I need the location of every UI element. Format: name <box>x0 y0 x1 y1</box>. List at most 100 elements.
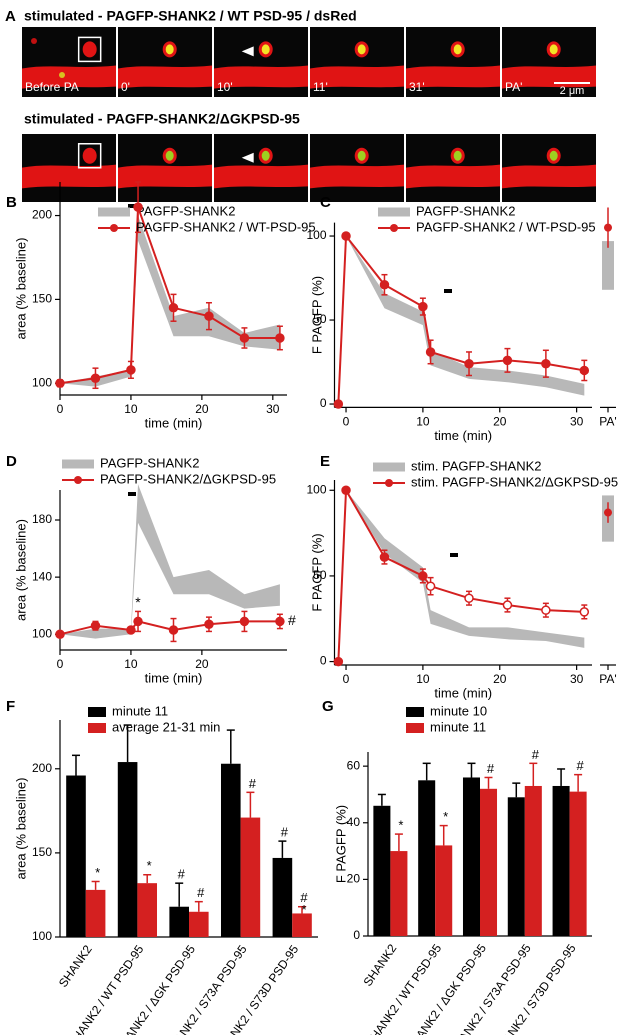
panel-label: G <box>322 698 334 715</box>
point-annotation: # <box>288 612 296 628</box>
roi-box <box>77 36 102 63</box>
data-point <box>133 202 143 212</box>
legend-label: PAGFP-SHANK2 <box>100 455 199 470</box>
x-axis-label: time (min) <box>145 415 203 430</box>
pa-point <box>604 508 612 517</box>
spine-signal <box>453 150 462 161</box>
y-tick-label: 140 <box>32 569 52 583</box>
spine-signal <box>549 44 558 55</box>
x-axis-label: time (min) <box>145 670 203 685</box>
frame-gap <box>116 27 118 97</box>
y-tick-label: 100 <box>32 929 52 943</box>
spine-signal <box>357 150 366 161</box>
bar-annotation: * <box>398 818 403 833</box>
x-tick-label: 0 <box>343 672 350 686</box>
data-point <box>55 378 65 389</box>
panel-label: A <box>5 8 16 25</box>
x-tick-label: 10 <box>416 415 430 429</box>
dendrite <box>214 65 308 89</box>
y-tick-label: 0 <box>320 396 327 410</box>
frame-label: 0' <box>121 80 130 94</box>
data-point <box>425 347 436 357</box>
bar <box>524 785 542 936</box>
dendrite <box>214 164 308 189</box>
data-point <box>239 333 250 343</box>
bar-annotation: # <box>576 758 584 773</box>
row-title: stimulated - PAGFP-SHANK2/ΔGKPSD-95 <box>24 111 300 127</box>
x-axis-label: time (min) <box>434 428 492 443</box>
puncta <box>59 72 65 78</box>
legend-label: PAGFP-SHANK2 / WT-PSD-95 <box>136 219 316 234</box>
bar <box>507 797 525 936</box>
band <box>338 490 585 662</box>
bar <box>390 851 408 936</box>
data-point <box>204 619 214 630</box>
frame-gap <box>212 134 214 202</box>
pa-point <box>604 223 612 232</box>
bar <box>462 777 480 936</box>
x-tick-label: 30 <box>266 402 280 416</box>
significance-bar <box>450 553 458 557</box>
x-tick-label: 0 <box>57 402 64 416</box>
bar <box>569 791 587 936</box>
frame-gap <box>308 134 310 202</box>
y-tick-label: 100 <box>32 375 52 389</box>
data-point <box>541 358 551 369</box>
data-point <box>579 607 590 617</box>
legend-marker <box>390 224 398 232</box>
bar-annotation: # <box>281 825 289 840</box>
dendrite <box>406 65 500 89</box>
data-point <box>126 625 136 635</box>
dendrite <box>118 164 212 189</box>
bar <box>240 817 261 937</box>
dendrite <box>310 164 404 189</box>
bar <box>137 883 158 937</box>
x-tick-label: 20 <box>195 402 209 416</box>
legend-label: average 21-31 min <box>112 719 220 734</box>
bar <box>220 763 241 937</box>
y-tick-label: 100 <box>306 482 326 496</box>
x-tick-label: 10 <box>416 672 430 686</box>
dendrite <box>502 164 596 189</box>
pa-band <box>602 241 614 290</box>
y-tick-label: 100 <box>32 626 52 640</box>
bar <box>66 775 86 937</box>
legend-label: PAGFP-SHANK2 <box>416 203 515 218</box>
bar <box>85 889 106 937</box>
y-tick-label: 150 <box>32 845 52 859</box>
x-axis-label: time (min) <box>434 685 492 700</box>
data-point <box>126 365 136 375</box>
data-point <box>418 301 428 312</box>
legend-marker <box>385 479 393 487</box>
data-point <box>90 373 101 383</box>
legend-label: minute 10 <box>430 703 487 718</box>
frame-gap <box>212 27 214 97</box>
band <box>338 236 585 405</box>
bar-annotation: # <box>249 776 257 791</box>
legend-label: PAGFP-SHANK2 / WT-PSD-95 <box>416 219 596 234</box>
x-tick-label: 20 <box>493 672 507 686</box>
point-annotation: * <box>135 594 141 610</box>
spine <box>82 41 97 58</box>
y-tick-label: 50 <box>313 568 327 582</box>
bar <box>272 857 293 937</box>
data-point <box>90 620 101 631</box>
spine-signal <box>357 44 366 55</box>
x-tick-label: 20 <box>195 657 209 671</box>
data-point <box>425 581 436 591</box>
legend-swatch <box>88 723 106 733</box>
legend-swatch <box>406 707 424 717</box>
bar-annotation: # <box>178 867 186 882</box>
spine-signal <box>453 44 462 55</box>
data-point <box>204 311 214 321</box>
bar-annotation: * <box>443 809 448 824</box>
band <box>60 484 280 639</box>
data-point <box>275 333 285 343</box>
bar <box>435 845 453 936</box>
bar-annotation: # <box>300 890 308 905</box>
spine-signal <box>261 150 270 161</box>
panel-label: F <box>6 698 15 715</box>
row-title: stimulated - PAGFP-SHANK2 / WT PSD-95 / … <box>24 8 357 24</box>
data-point <box>55 629 65 640</box>
dendrite <box>22 164 116 189</box>
